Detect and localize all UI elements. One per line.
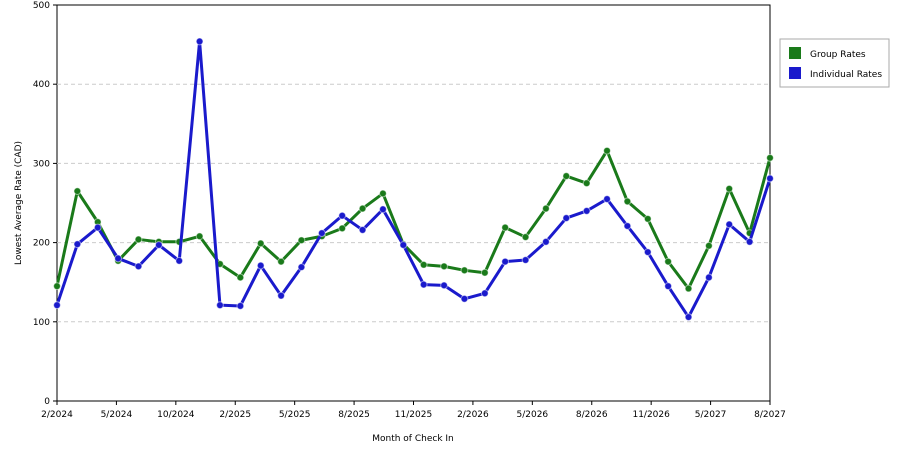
- data-point-individual-rates: [175, 256, 184, 265]
- series-line-individual-rates: [55, 39, 772, 319]
- data-point-individual-rates: [684, 313, 693, 321]
- data-point-individual-rates: [603, 195, 611, 203]
- data-point-group-rates: [256, 239, 265, 248]
- data-point-group-rates: [440, 262, 448, 271]
- data-point-group-rates: [379, 189, 387, 198]
- data-point-individual-rates: [440, 281, 448, 290]
- data-point-individual-rates: [277, 291, 285, 300]
- x-tick-label: 5/2026: [516, 410, 548, 420]
- y-tick-label: 100: [33, 318, 50, 328]
- y-tick-label: 500: [33, 1, 50, 11]
- x-tick-label: 5/2024: [101, 410, 133, 420]
- data-point-group-rates: [338, 224, 347, 233]
- data-point-individual-rates: [704, 273, 713, 282]
- x-tick-label: 5/2025: [279, 410, 311, 420]
- data-point-group-rates: [297, 236, 306, 245]
- data-point-individual-rates: [93, 223, 102, 232]
- x-tick-label: 11/2026: [632, 410, 670, 420]
- data-point-group-rates: [419, 260, 428, 269]
- x-tick-label: 8/2025: [338, 410, 370, 420]
- data-point-group-rates: [542, 204, 550, 213]
- data-point-individual-rates: [114, 254, 123, 263]
- data-point-individual-rates: [236, 302, 245, 310]
- data-point-group-rates: [73, 187, 82, 196]
- plot-area: [56, 4, 771, 402]
- data-point-individual-rates: [154, 241, 163, 249]
- x-tick-label: 2/2024: [41, 410, 73, 420]
- x-tick-label: 5/2027: [695, 410, 727, 420]
- data-point-individual-rates: [480, 289, 489, 298]
- data-point-individual-rates: [358, 226, 367, 234]
- data-point-group-rates: [766, 153, 774, 162]
- data-point-group-rates: [460, 266, 469, 275]
- data-point-group-rates: [582, 179, 591, 188]
- data-point-individual-rates: [623, 222, 632, 230]
- x-tick-label: 8/2027: [754, 410, 786, 420]
- y-tick-label: 200: [33, 239, 50, 249]
- y-tick-label: 0: [44, 397, 50, 407]
- axes: 0 100 200 300 400 500 2/2024 5/2024 10/2024 2/202…: [33, 1, 786, 420]
- y-tick-label: 400: [33, 80, 50, 90]
- data-point-individual-rates: [542, 237, 550, 246]
- data-point-individual-rates: [562, 214, 571, 222]
- data-point-group-rates: [195, 232, 204, 241]
- data-point-group-rates: [277, 257, 285, 266]
- data-point-group-rates: [623, 197, 632, 206]
- data-point-individual-rates: [460, 294, 469, 303]
- data-point-individual-rates: [53, 301, 61, 310]
- x-tick-label: 11/2025: [395, 410, 432, 420]
- x-tick-label: 2/2025: [219, 410, 251, 420]
- data-point-individual-rates: [521, 256, 530, 264]
- data-point-group-rates: [704, 241, 713, 250]
- data-point-individual-rates: [725, 220, 734, 229]
- x-tick-label: 2/2026: [457, 410, 489, 420]
- legend: Group Rates Individual Rates: [779, 38, 890, 88]
- x-tick-label: 10/2024: [157, 410, 195, 420]
- series-layer: [53, 37, 774, 321]
- x-axis-title: Month of Check In: [372, 434, 454, 444]
- y-tick-label: 300: [33, 159, 50, 169]
- data-point-individual-rates: [501, 257, 510, 266]
- data-point-group-rates: [53, 282, 61, 291]
- data-point-group-rates: [480, 268, 489, 277]
- data-point-individual-rates: [216, 301, 224, 310]
- data-point-individual-rates: [399, 241, 408, 249]
- data-point-group-rates: [603, 146, 611, 155]
- data-point-individual-rates: [338, 211, 347, 220]
- data-point-group-rates: [358, 204, 367, 213]
- data-point-group-rates: [643, 214, 652, 223]
- legend-swatch-group-rates: [789, 47, 801, 59]
- data-point-individual-rates: [643, 248, 652, 257]
- legend-label-group-rates: Group Rates: [810, 50, 866, 60]
- y-axis-title: Lowest Average Rate (CAD): [14, 141, 24, 265]
- data-point-group-rates: [562, 172, 571, 180]
- data-point-individual-rates: [195, 37, 204, 46]
- x-tick-label: 8/2026: [576, 410, 608, 420]
- data-point-individual-rates: [317, 229, 326, 237]
- legend-label-individual-rates: Individual Rates: [810, 70, 882, 80]
- data-point-group-rates: [236, 273, 245, 282]
- data-point-group-rates: [725, 184, 734, 193]
- data-point-individual-rates: [419, 280, 428, 289]
- data-point-group-rates: [521, 233, 530, 241]
- data-point-group-rates: [664, 257, 673, 266]
- data-point-individual-rates: [134, 262, 143, 271]
- data-point-individual-rates: [73, 240, 82, 249]
- data-point-group-rates: [501, 223, 510, 232]
- data-point-individual-rates: [766, 174, 774, 183]
- data-point-group-rates: [684, 284, 693, 293]
- data-point-individual-rates: [297, 263, 306, 272]
- legend-swatch-individual-rates: [789, 67, 801, 79]
- data-point-individual-rates: [582, 207, 591, 215]
- data-point-group-rates: [134, 235, 143, 244]
- data-point-individual-rates: [745, 237, 754, 246]
- data-point-individual-rates: [379, 205, 387, 214]
- data-point-individual-rates: [664, 282, 673, 291]
- data-point-individual-rates: [256, 261, 265, 270]
